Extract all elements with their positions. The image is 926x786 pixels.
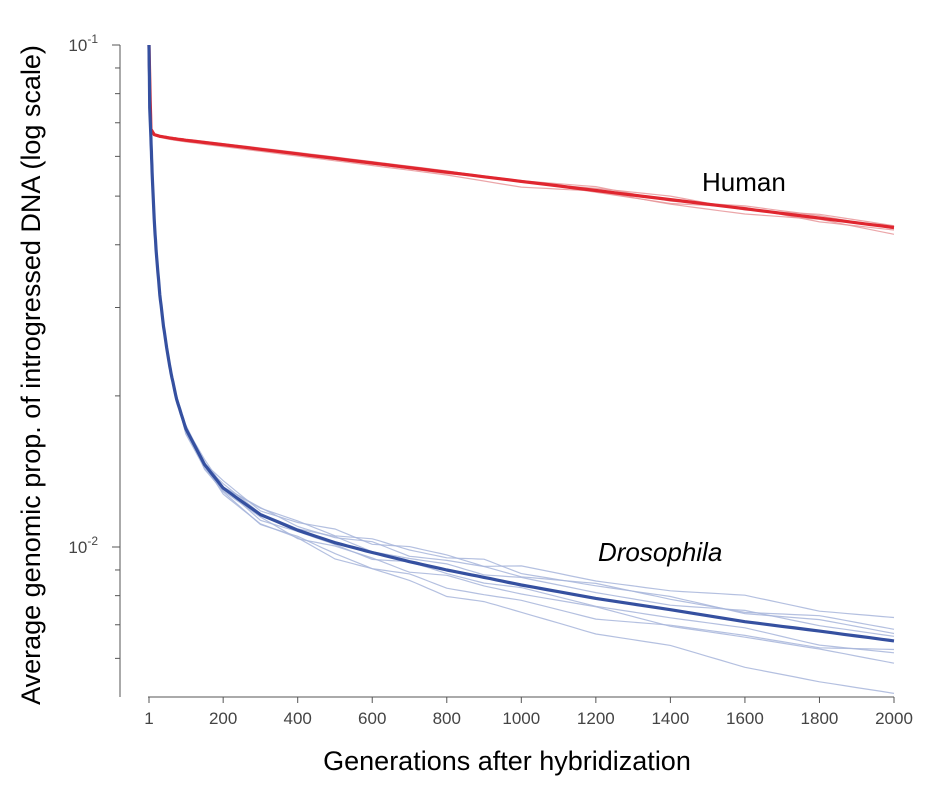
- y-tick-base: 10: [68, 538, 87, 557]
- x-tick-label: 1000: [502, 709, 540, 728]
- series-lines: [147, 44, 895, 694]
- human-replicate-line: [148, 44, 895, 231]
- axes: [119, 45, 894, 698]
- drosophila-replicate-line: [148, 44, 895, 651]
- human-replicate-line: [148, 44, 895, 230]
- drosophila-annotation: Drosophila: [598, 537, 722, 567]
- x-tick-label: 1600: [726, 709, 764, 728]
- human-replicate-line: [148, 44, 895, 235]
- x-tick-label: 2000: [875, 709, 913, 728]
- y-tick-label: 10-1: [68, 32, 98, 55]
- y-axis-title: Average genomic prop. of introgressed DN…: [16, 45, 46, 705]
- x-tick-label: 200: [209, 709, 237, 728]
- y-tick-base: 10: [68, 36, 87, 55]
- human-mean-line: [147, 44, 895, 230]
- x-axis-title: Generations after hybridization: [323, 746, 691, 776]
- drosophila-replicate-line: [148, 44, 895, 664]
- drosophila-replicate-line: [148, 44, 895, 637]
- x-ticks: 1 200 400 600 800 1000 1200 1400 1600 1800 2000: [144, 697, 913, 728]
- x-tick-label: 400: [284, 709, 312, 728]
- y-ticks: 10-110-2: [68, 32, 120, 659]
- y-tick-exponent: -2: [87, 534, 98, 548]
- y-tick-exponent: -1: [87, 32, 98, 46]
- x-tick-label: 1800: [801, 709, 839, 728]
- x-tick-label: 1200: [577, 709, 615, 728]
- human-replicate-line: [148, 44, 895, 227]
- drosophila-mean-line: [147, 44, 895, 643]
- drosophila-replicate-line: [148, 44, 895, 694]
- drosophila-replicate-line: [148, 44, 895, 635]
- drosophila-replicate-line: [148, 44, 895, 654]
- human-annotation: Human: [702, 167, 786, 197]
- x-tick-label: 800: [433, 709, 461, 728]
- drosophila-replicate-line: [148, 44, 895, 630]
- y-tick-label: 10-2: [68, 534, 98, 557]
- labels: Generations after hybridization Average …: [16, 45, 786, 776]
- x-tick-label: 1: [144, 709, 153, 728]
- drosophila-replicate-line: [148, 44, 895, 619]
- x-tick-label: 600: [358, 709, 386, 728]
- x-tick-label: 1400: [651, 709, 689, 728]
